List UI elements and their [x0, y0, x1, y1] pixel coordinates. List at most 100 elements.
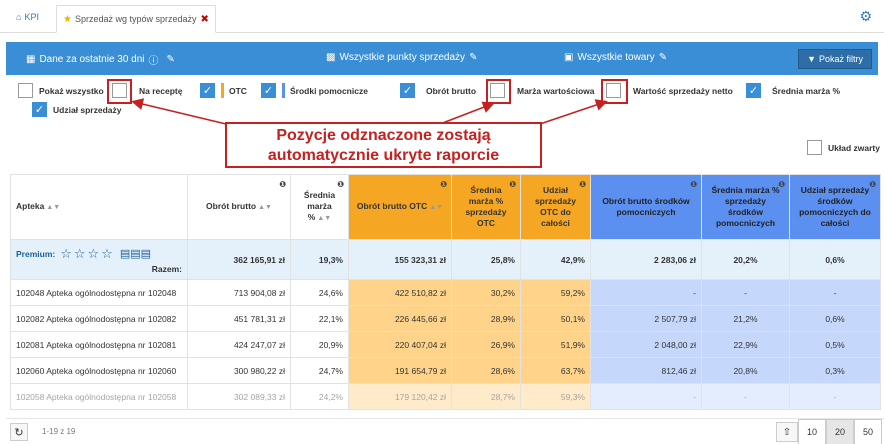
toggle-aids[interactable]: ✓ Środki pomocnicze	[261, 83, 368, 98]
cell-aids-share: -	[789, 383, 881, 410]
cell-aids-gross: -	[590, 383, 702, 410]
table-row[interactable]: 102060 Apteka ogólnodostępna nr 102060 3…	[10, 357, 881, 384]
checkbox[interactable]	[490, 83, 505, 98]
checkbox[interactable]	[606, 83, 621, 98]
checkbox[interactable]	[807, 140, 823, 155]
toggle-compact-layout[interactable]: Układ zwarty	[807, 140, 880, 155]
total-aids-gross: 2 283,06 zł	[590, 239, 702, 280]
page-info: 1-19 z 19	[42, 427, 76, 436]
col-gross[interactable]: ❶ Obrót brutto ▲▼	[187, 174, 291, 240]
rating-stars-icon[interactable]: ☆☆☆☆	[60, 245, 115, 261]
cell-otc-margin: 28,7%	[451, 383, 521, 410]
toggle-show-all[interactable]: Pokaż wszystko	[18, 83, 104, 98]
gears-icon[interactable]: ⚙	[859, 8, 872, 24]
col-avg-margin[interactable]: ❶ Średnia marża % ▲▼	[290, 174, 349, 240]
cell-aids-share: 0,3%	[789, 357, 881, 384]
toggle-show-all-label: Pokaż wszystko	[39, 85, 104, 96]
page-size-50[interactable]: 50	[854, 419, 882, 444]
page-size-20[interactable]: 20	[826, 419, 854, 444]
period-filter[interactable]: ▦ Dane za ostatnie 30 dni ⓘ ✎	[26, 52, 175, 67]
cell-aids-margin: 20,8%	[701, 357, 790, 384]
cell-gross: 424 247,07 zł	[187, 331, 291, 358]
toggle-gross[interactable]: ✓ Obrót brutto	[400, 83, 476, 98]
checkbox-checked[interactable]: ✓	[32, 102, 47, 117]
annotation-line2: automatycznie ukryte raporcie	[267, 147, 500, 164]
toggle-aids-label: Środki pomocnicze	[290, 85, 368, 96]
cell-gross: 451 781,31 zł	[187, 305, 291, 332]
table-header-row: Apteka ▲▼ ❶ Obrót brutto ▲▼ ❶ Średnia marża …	[10, 174, 881, 240]
toggle-otc[interactable]: ✓ OTC	[200, 83, 247, 98]
cell-otc-share: 63,7%	[520, 357, 591, 384]
col-aids-gross-label: Obrót brutto środków pomocniczych	[602, 196, 690, 217]
col-otc-margin-label: Średnia marża % sprzedaży OTC	[465, 185, 507, 228]
toggle-sales-share[interactable]: ✓ Udział sprzedaży	[32, 102, 122, 117]
toggle-net-sales-label: Wartość sprzedaży netto	[633, 85, 733, 96]
arrow-left	[131, 98, 227, 125]
arrow-middle	[439, 101, 495, 125]
table-row[interactable]: 102048 Apteka ogólnodostępna nr 102048 7…	[10, 279, 881, 306]
info-icon: ⓘ	[148, 56, 159, 67]
table-total-row: Premium: ☆☆☆☆ ▤▤▤ Razem: 362 165,91 zł 1…	[10, 239, 881, 280]
total-otc-gross: 155 323,31 zł	[348, 239, 452, 280]
show-filters-button[interactable]: ▼ Pokaż filtry	[798, 49, 872, 69]
checkbox[interactable]	[18, 83, 33, 98]
col-aids-share[interactable]: ❶ Udział sprzedaży środków pomocniczych d…	[789, 174, 881, 240]
products-filter[interactable]: ▣ Wszystkie towary ✎	[564, 52, 667, 63]
cell-avg-margin: 24,6%	[290, 279, 349, 306]
toggle-sales-share-label: Udział sprzedaży	[53, 104, 122, 115]
info-icon: ❶	[869, 180, 876, 189]
checkbox-checked[interactable]: ✓	[746, 83, 761, 98]
total-avg-margin: 19,3%	[290, 239, 349, 280]
edit-icon[interactable]: ✎	[658, 52, 668, 63]
total-otc-share: 42,9%	[520, 239, 591, 280]
page-size-10[interactable]: 10	[798, 419, 826, 444]
refresh-icon[interactable]: ↻	[10, 423, 28, 441]
checkbox-checked[interactable]: ✓	[261, 83, 276, 98]
sort-icon: ▲▼	[317, 215, 332, 222]
premium-label: Premium:	[16, 248, 56, 259]
bar-chart-icon[interactable]: ▤▤▤	[119, 248, 152, 260]
tab-report[interactable]: ★ Sprzedaż wg typów sprzedaży ✖	[56, 5, 216, 33]
col-otc-gross[interactable]: ❶ Obrót brutto OTC ▲▼	[348, 174, 452, 240]
checkbox-checked[interactable]: ✓	[400, 83, 415, 98]
info-icon: ❶	[778, 180, 785, 189]
cell-pharmacy: 102060 Apteka ogólnodostępna nr 102060	[10, 357, 188, 384]
camera-icon: ▣	[564, 52, 574, 63]
tab-kpi[interactable]: ⌂ KPI	[10, 5, 45, 29]
cell-otc-share: 50,1%	[520, 305, 591, 332]
table-row[interactable]: 102058 Apteka ogólnodostępna nr 102058 3…	[10, 383, 881, 410]
points-filter[interactable]: ▩ Wszystkie punkty sprzedaży ✎	[326, 52, 477, 63]
checkbox[interactable]	[112, 83, 127, 98]
toggle-value-margin[interactable]: Marża wartościowa	[490, 83, 594, 98]
close-icon[interactable]: ✖	[200, 13, 209, 25]
toggle-avg-margin[interactable]: ✓ Średnia marża %	[746, 83, 840, 98]
col-pharmacy-label: Apteka	[16, 201, 45, 211]
info-icon: ❶	[690, 180, 697, 189]
table-row[interactable]: 102082 Apteka ogólnodostępna nr 102082 4…	[10, 305, 881, 332]
col-pharmacy[interactable]: Apteka ▲▼	[10, 174, 188, 240]
col-aids-margin-label: Średnia marża % sprzedaży środków pomocn…	[711, 185, 780, 228]
col-otc-share-label: Udział sprzedaży OTC do całości	[534, 185, 577, 228]
toggle-prescription-label: Na receptę	[139, 85, 183, 96]
col-gross-label: Obrót brutto	[206, 201, 257, 211]
table-row[interactable]: 102081 Apteka ogólnodostępna nr 102081 4…	[10, 331, 881, 358]
star-icon: ★	[63, 13, 72, 25]
upload-icon[interactable]: ⇧	[776, 422, 798, 442]
products-label: Wszystkie towary	[577, 52, 655, 63]
cell-avg-margin: 20,9%	[290, 331, 349, 358]
cell-aids-share: 0,5%	[789, 331, 881, 358]
cell-otc-share: 51,9%	[520, 331, 591, 358]
toggle-net-sales[interactable]: Wartość sprzedaży netto	[606, 83, 733, 98]
col-otc-share[interactable]: ❶ Udział sprzedaży OTC do całości	[520, 174, 591, 240]
cell-otc-gross: 422 510,82 zł	[348, 279, 452, 306]
col-otc-margin[interactable]: ❶ Średnia marża % sprzedaży OTC	[451, 174, 521, 240]
edit-icon[interactable]: ✎	[166, 54, 175, 65]
edit-icon[interactable]: ✎	[469, 52, 478, 63]
cell-otc-margin: 30,2%	[451, 279, 521, 306]
col-aids-margin[interactable]: ❶ Średnia marża % sprzedaży środków pomoc…	[701, 174, 790, 240]
razem-label: Razem:	[151, 263, 182, 274]
col-aids-gross[interactable]: ❶ Obrót brutto środków pomocniczych	[590, 174, 702, 240]
toggle-prescription[interactable]: Na receptę	[112, 83, 182, 98]
checkbox-checked[interactable]: ✓	[200, 83, 215, 98]
total-label-cell: Premium: ☆☆☆☆ ▤▤▤ Razem:	[10, 239, 188, 280]
